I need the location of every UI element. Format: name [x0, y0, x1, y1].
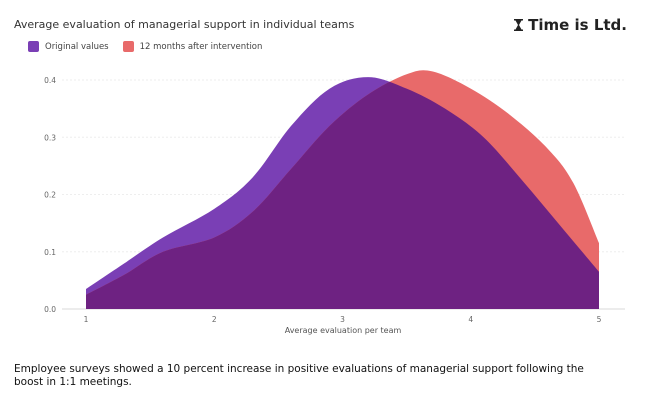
- axis-ticks: 0.0 0.1 0.2 0.3 0.4 1 2 3 4 5: [44, 76, 602, 324]
- legend-label-original: Original values: [45, 41, 109, 52]
- y-tick-label: 0.2: [44, 191, 56, 200]
- series-areas: [86, 70, 599, 309]
- chart-title: Average evaluation of managerial support…: [14, 18, 355, 31]
- legend-swatch-after: [122, 41, 134, 52]
- y-tick-label: 0.4: [44, 76, 56, 85]
- x-axis-label: Average evaluation per team: [285, 326, 402, 335]
- hourglass-icon: [514, 19, 524, 31]
- chart-caption: Employee surveys showed a 10 percent inc…: [14, 363, 584, 388]
- y-tick-label: 0.0: [44, 305, 56, 314]
- y-tick-label: 0.3: [44, 133, 56, 142]
- y-tick-label: 0.1: [44, 248, 56, 257]
- x-tick-label: 1: [84, 315, 89, 324]
- legend-item-after[interactable]: 12 months after intervention: [122, 41, 263, 52]
- legend-item-original[interactable]: Original values: [28, 41, 109, 52]
- brand-logo: Time is Ltd.: [514, 16, 627, 34]
- x-tick-label: 3: [340, 315, 345, 324]
- brand-name: Time is Ltd.: [528, 16, 627, 34]
- x-tick-label: 4: [468, 315, 473, 324]
- legend-label-after: 12 months after intervention: [139, 41, 263, 52]
- x-tick-label: 2: [212, 315, 217, 324]
- legend-swatch-original: [28, 41, 39, 52]
- chart-legend: Original values 12 months after interven…: [28, 41, 276, 52]
- x-tick-label: 5: [597, 315, 602, 324]
- area-overlap: [86, 77, 599, 309]
